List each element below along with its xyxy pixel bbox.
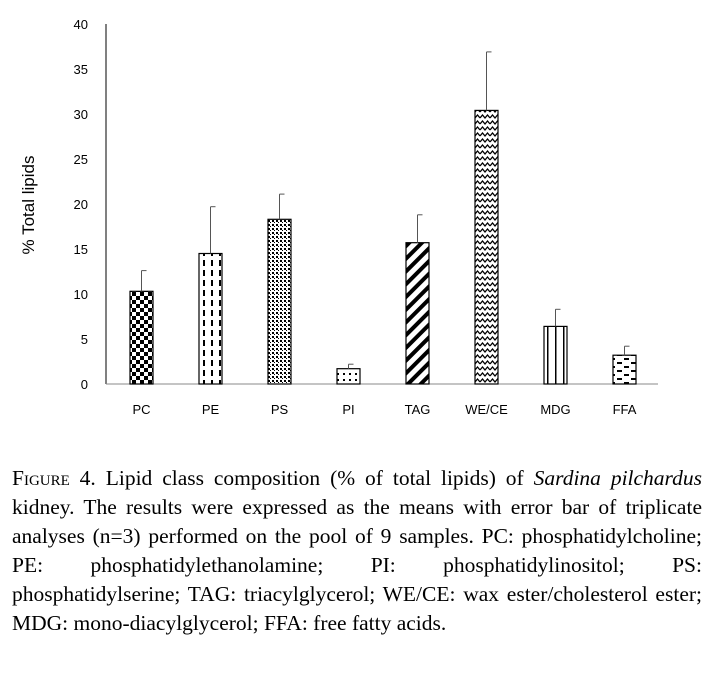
y-tick-label: 20 <box>74 197 88 212</box>
bar-ffa <box>612 354 637 385</box>
caption-text-2: kidney. The results were expressed as th… <box>12 495 702 635</box>
caption-text-1: Lipid class composition (% of total lipi… <box>95 466 534 490</box>
y-axis-title: % Total lipids <box>19 156 38 255</box>
y-tick-label: 40 <box>74 17 88 32</box>
y-tick-label: 10 <box>74 287 88 302</box>
bar-pc <box>129 290 154 385</box>
bars <box>129 51 637 385</box>
x-axis: PC PE PS PI TAG WE/CE MDG FFA <box>106 383 658 417</box>
y-axis: 0 5 10 15 20 25 30 35 40 <box>74 17 107 392</box>
bar-tag <box>405 242 430 385</box>
figure-label: Figure 4. <box>12 466 96 490</box>
x-tick-label: PE <box>202 402 220 417</box>
bar-ps <box>267 218 292 385</box>
x-tick-label: FFA <box>613 402 637 417</box>
x-tick-label: PS <box>271 402 289 417</box>
bar-pi <box>336 368 361 385</box>
bar-mdg <box>543 325 568 385</box>
y-tick-label: 25 <box>74 152 88 167</box>
y-tick-label: 0 <box>81 377 88 392</box>
bar-we-ce <box>474 109 499 385</box>
x-tick-label: TAG <box>405 402 431 417</box>
y-tick-label: 5 <box>81 332 88 347</box>
x-tick-label: WE/CE <box>465 402 508 417</box>
y-tick-label: 35 <box>74 62 88 77</box>
figure-caption: Figure 4. Lipid class composition (% of … <box>12 464 702 638</box>
x-tick-label: PC <box>132 402 150 417</box>
y-tick-label: 30 <box>74 107 88 122</box>
y-tick-label: 15 <box>74 242 88 257</box>
species-name: Sardina pilchardus <box>533 466 702 490</box>
bar-pe <box>198 252 223 385</box>
x-tick-label: PI <box>342 402 354 417</box>
x-tick-label: MDG <box>540 402 570 417</box>
